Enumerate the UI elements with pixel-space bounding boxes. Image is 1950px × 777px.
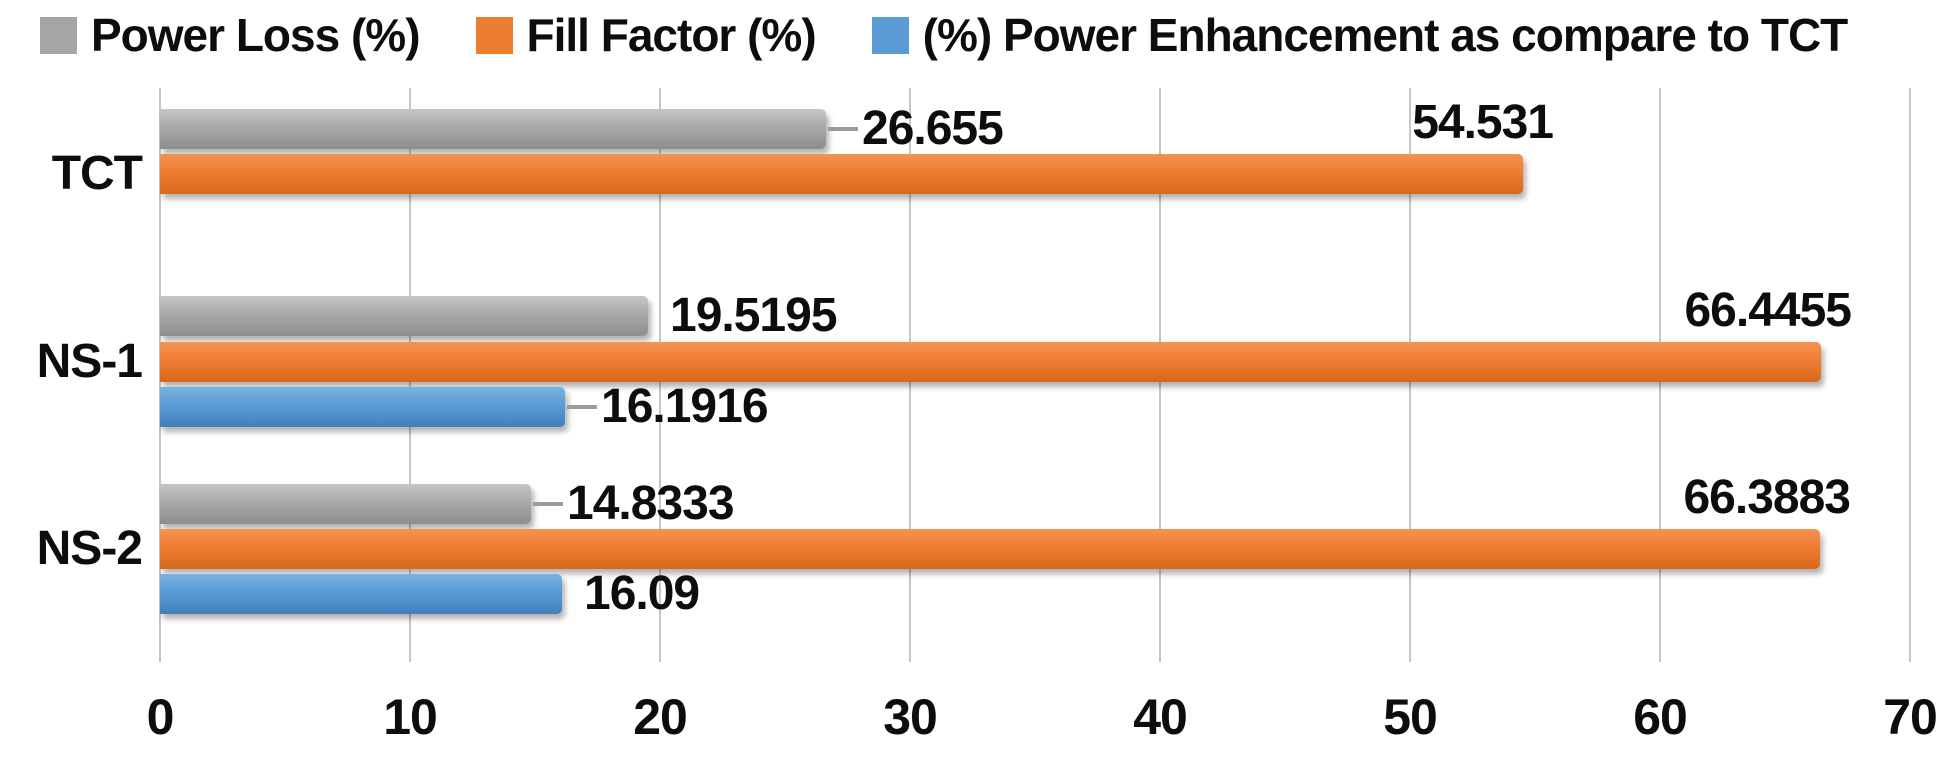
leader-line: [532, 502, 563, 506]
legend-swatch-icon: [40, 16, 77, 54]
bar: [160, 529, 1820, 569]
gridline: [1909, 88, 1911, 662]
x-tick-label: 10: [383, 689, 438, 745]
bar: [160, 387, 565, 427]
legend-item: (%) Power Enhancement as compare to TCT: [871, 8, 1849, 62]
category-label: NS-2: [36, 522, 143, 575]
x-tick-label: 60: [1633, 689, 1688, 745]
data-label: 14.8333: [567, 477, 735, 530]
leader-line: [566, 405, 597, 409]
legend-item: Power Loss (%): [40, 8, 421, 62]
data-label: 16.1916: [601, 380, 769, 433]
legend-label: (%) Power Enhancement as compare to TCT: [922, 9, 1849, 61]
data-label: 19.5195: [670, 289, 838, 342]
x-tick-label: 30: [883, 689, 938, 745]
data-label: 26.655: [862, 102, 1004, 155]
data-label: 66.4455: [1684, 284, 1852, 337]
category-label: TCT: [51, 147, 143, 200]
data-label: 16.09: [584, 567, 700, 620]
legend-label: Power Loss (%): [91, 9, 421, 61]
bar: [160, 296, 648, 336]
bar: [160, 109, 826, 149]
legend-label: Fill Factor (%): [526, 9, 817, 61]
x-tick-label: 40: [1133, 689, 1188, 745]
category-label: NS-1: [36, 335, 143, 388]
bar: [160, 484, 531, 524]
x-tick-label: 0: [146, 689, 175, 745]
x-tick-label: 70: [1883, 689, 1938, 745]
leader-line: [828, 127, 859, 131]
legend-swatch-icon: [475, 16, 513, 54]
data-label: 66.3883: [1683, 471, 1851, 524]
chart-legend: Power Loss (%) Fill Factor (%) (%) Power E…: [40, 8, 1849, 62]
bar: [160, 342, 1821, 382]
bar: [160, 574, 562, 614]
data-label: 54.531: [1412, 96, 1554, 149]
legend-item: Fill Factor (%): [475, 8, 817, 62]
x-tick-label: 20: [633, 689, 688, 745]
bar: [160, 154, 1523, 194]
x-tick-label: 50: [1383, 689, 1438, 745]
legend-swatch-icon: [871, 16, 909, 54]
